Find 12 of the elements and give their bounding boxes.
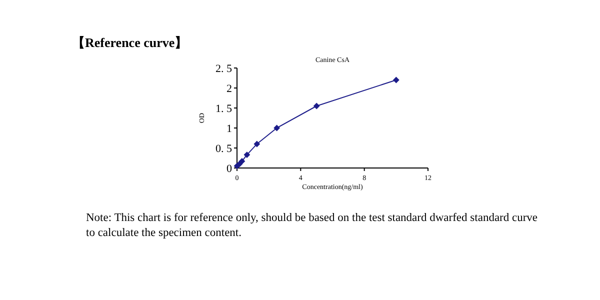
text: Note: This chart is for reference only, should be based on the test standard dwarfed standard curve to calculate the specimen content.	[86, 211, 539, 241]
point	[254, 140, 260, 148]
text: 【Reference curve】	[72, 35, 188, 50]
y-tick-label: 2. 5	[216, 63, 232, 75]
y-tick-label: 0. 5	[216, 143, 232, 155]
y-tick-label: 1. 5	[216, 103, 232, 115]
point	[392, 76, 400, 84]
point	[238, 158, 246, 164]
y-tick-label: 2	[226, 83, 232, 95]
point	[313, 102, 320, 110]
point	[244, 152, 250, 158]
y-tick-label: 1	[226, 123, 232, 135]
